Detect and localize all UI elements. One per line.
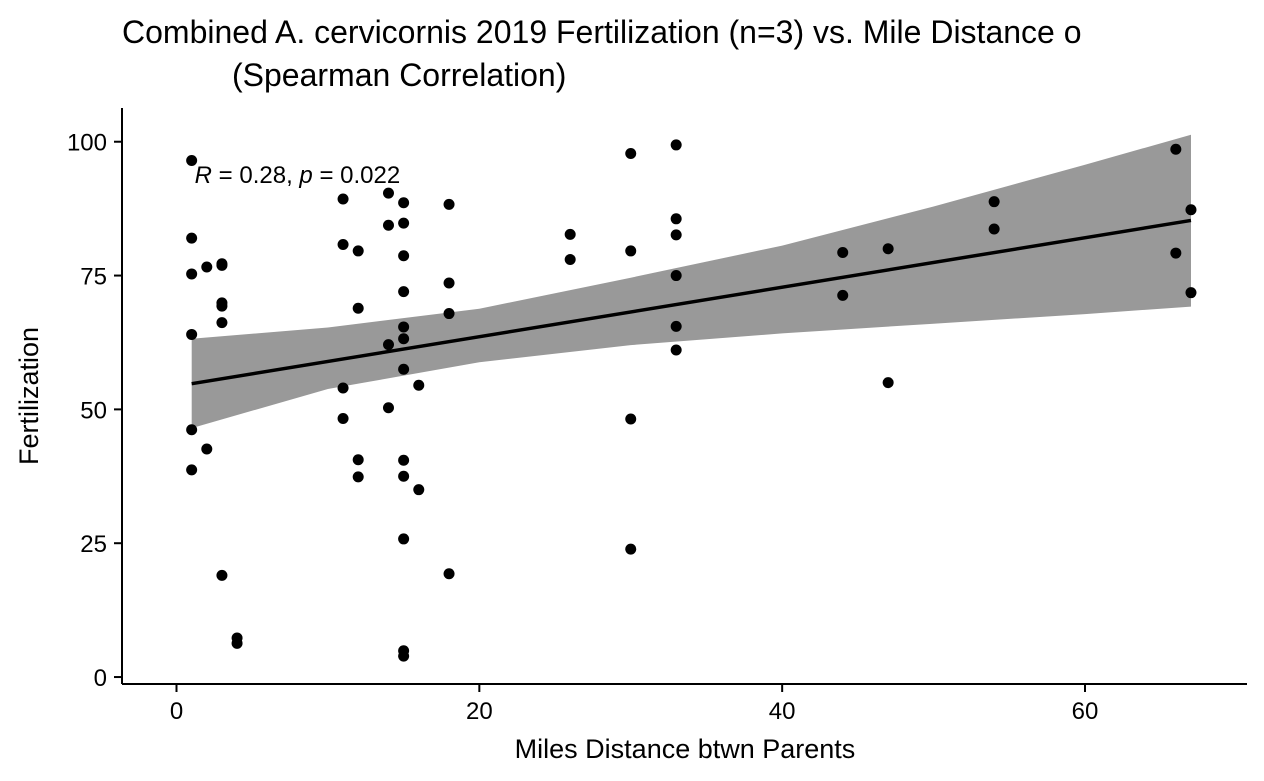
data-point (382, 339, 394, 351)
data-point (670, 344, 682, 356)
x-tick-label: 60 (1072, 698, 1099, 725)
data-point (413, 379, 425, 391)
data-point (398, 533, 410, 545)
data-point (882, 377, 894, 389)
correlation-annotation: R = 0.28, p = 0.022 (195, 162, 401, 189)
data-point (337, 239, 349, 251)
data-point (625, 543, 637, 555)
data-point (625, 148, 637, 160)
data-point (398, 197, 410, 209)
data-point (564, 253, 576, 265)
data-point (564, 228, 576, 240)
data-points-layer (186, 139, 1197, 662)
data-point (337, 193, 349, 205)
data-point (443, 198, 455, 210)
data-point (216, 259, 228, 271)
data-point (670, 320, 682, 332)
y-axis-title: Fertilization (14, 327, 44, 465)
confidence-band (191, 134, 1191, 429)
data-point (352, 471, 364, 483)
data-point (670, 213, 682, 225)
data-point (186, 154, 198, 166)
data-point (382, 402, 394, 414)
data-point (216, 569, 228, 581)
data-point (1170, 143, 1182, 155)
data-point (201, 443, 213, 455)
data-point (216, 300, 228, 312)
chart-title: Combined A. cervicornis 2019 Fertilizati… (122, 14, 1082, 93)
y-tick-label: 25 (80, 531, 107, 558)
data-point (352, 245, 364, 257)
regression-line (191, 218, 1192, 386)
y-tick-label: 100 (67, 130, 107, 157)
data-point (186, 232, 198, 244)
data-point (443, 308, 455, 320)
data-point (201, 261, 213, 273)
chart-title-line1: Combined A. cervicornis 2019 Fertilizati… (122, 14, 1082, 50)
x-tick-label: 40 (769, 698, 796, 725)
data-point (398, 470, 410, 482)
data-point (398, 650, 410, 662)
data-point (352, 302, 364, 314)
data-point (398, 333, 410, 345)
data-point (1185, 204, 1197, 216)
data-point (443, 277, 455, 289)
data-point (670, 139, 682, 151)
x-tick-label: 20 (466, 698, 493, 725)
data-point (988, 223, 1000, 235)
data-point (882, 243, 894, 255)
data-point (186, 328, 198, 340)
data-point (1170, 247, 1182, 259)
data-point (382, 219, 394, 231)
data-point (837, 247, 849, 259)
p-value: = 0.022 (313, 162, 400, 189)
chart-title-line2: (Spearman Correlation) (232, 57, 566, 93)
data-point (670, 270, 682, 282)
data-point (670, 229, 682, 241)
r-symbol: R (195, 162, 212, 189)
data-point (186, 268, 198, 280)
data-point (398, 363, 410, 375)
p-symbol: p (298, 162, 312, 189)
y-axis-ticks: 0 25 50 75 100 (67, 130, 122, 692)
data-point (337, 412, 349, 424)
data-point (382, 187, 394, 199)
y-tick-label: 0 (94, 665, 107, 692)
data-point (837, 289, 849, 301)
data-point (186, 464, 198, 476)
data-point (352, 454, 364, 466)
x-tick-label: 0 (170, 698, 183, 725)
data-point (398, 454, 410, 466)
confidence-band-layer (191, 134, 1191, 429)
data-point (625, 413, 637, 425)
data-point (398, 250, 410, 262)
data-point (398, 321, 410, 333)
regression-line-layer (191, 218, 1192, 386)
r-value: = 0.28, (212, 162, 299, 189)
x-axis-title: Miles Distance btwn Parents (515, 734, 856, 764)
data-point (1185, 287, 1197, 299)
data-point (443, 568, 455, 580)
data-point (398, 286, 410, 298)
y-tick-label: 75 (80, 264, 107, 291)
data-point (625, 245, 637, 257)
data-point (413, 484, 425, 496)
y-tick-label: 50 (80, 397, 107, 424)
data-point (216, 317, 228, 329)
x-axis-ticks: 0 20 40 60 (170, 684, 1099, 725)
data-point (186, 424, 198, 436)
data-point (231, 637, 243, 649)
axes (121, 108, 1247, 685)
data-point (398, 217, 410, 229)
data-point (337, 382, 349, 394)
data-point (988, 196, 1000, 208)
